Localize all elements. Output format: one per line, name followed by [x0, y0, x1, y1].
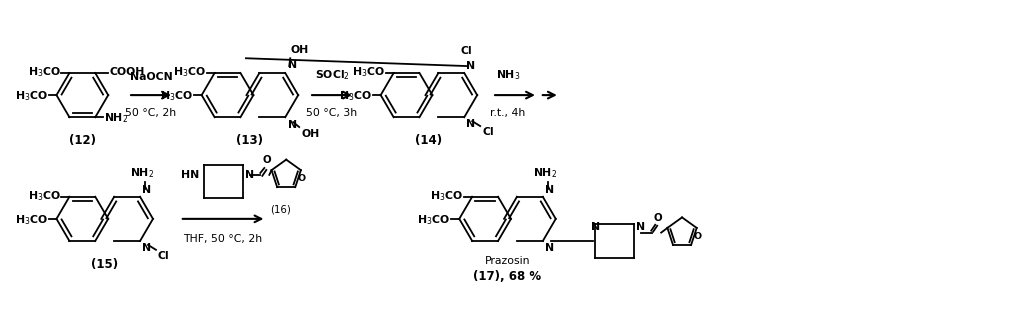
- Text: SOCl$_2$: SOCl$_2$: [314, 69, 349, 82]
- Text: NH$_2$: NH$_2$: [130, 166, 155, 180]
- Text: NH$_2$: NH$_2$: [533, 166, 557, 180]
- Text: NaOCN: NaOCN: [129, 72, 173, 82]
- Text: (13): (13): [236, 134, 264, 147]
- Text: 50 °C, 3h: 50 °C, 3h: [306, 108, 358, 118]
- Text: H$_3$CO: H$_3$CO: [351, 65, 385, 79]
- Text: H$_3$CO: H$_3$CO: [27, 189, 61, 203]
- Text: 50 °C, 2h: 50 °C, 2h: [125, 108, 177, 118]
- Text: THF, 50 °C, 2h: THF, 50 °C, 2h: [183, 234, 263, 244]
- Text: OH: OH: [290, 45, 308, 55]
- Text: (17), 68 %: (17), 68 %: [474, 270, 541, 283]
- Text: N: N: [467, 119, 476, 129]
- Text: N: N: [544, 185, 553, 195]
- Text: N: N: [467, 61, 476, 71]
- Text: HN: HN: [182, 170, 200, 180]
- Text: O: O: [262, 155, 271, 165]
- Text: H$_3$CO: H$_3$CO: [14, 89, 47, 103]
- Text: H$_3$CO: H$_3$CO: [160, 89, 193, 103]
- Text: N: N: [245, 170, 255, 180]
- Text: OH: OH: [301, 129, 319, 139]
- Text: N: N: [142, 185, 152, 195]
- Text: (16): (16): [270, 204, 291, 214]
- Text: r.t., 4h: r.t., 4h: [491, 108, 525, 118]
- Text: H$_3$CO: H$_3$CO: [338, 89, 372, 103]
- Text: Cl: Cl: [158, 251, 170, 261]
- Text: NH$_3$: NH$_3$: [496, 69, 520, 82]
- Text: (12): (12): [69, 134, 96, 147]
- Text: N: N: [591, 222, 600, 232]
- Text: N: N: [544, 243, 553, 253]
- Text: N: N: [288, 60, 297, 70]
- Text: N: N: [636, 222, 645, 232]
- Text: O: O: [298, 174, 306, 183]
- Text: (15): (15): [91, 258, 118, 271]
- Text: COOH: COOH: [109, 67, 144, 77]
- Text: H$_3$CO: H$_3$CO: [14, 213, 47, 227]
- Text: Cl: Cl: [482, 127, 494, 137]
- Text: H$_3$CO: H$_3$CO: [417, 213, 450, 227]
- Text: O: O: [694, 232, 702, 241]
- Text: Prazosin: Prazosin: [485, 256, 530, 266]
- Text: (14): (14): [415, 134, 442, 147]
- Text: N: N: [142, 243, 152, 253]
- Text: H$_3$CO: H$_3$CO: [430, 189, 464, 203]
- Text: H$_3$CO: H$_3$CO: [27, 65, 61, 79]
- Text: N: N: [288, 120, 297, 130]
- Text: H$_3$CO: H$_3$CO: [173, 65, 206, 79]
- Text: Cl: Cl: [461, 46, 472, 56]
- Text: O: O: [653, 213, 663, 223]
- Text: NH$_2$: NH$_2$: [104, 111, 128, 125]
